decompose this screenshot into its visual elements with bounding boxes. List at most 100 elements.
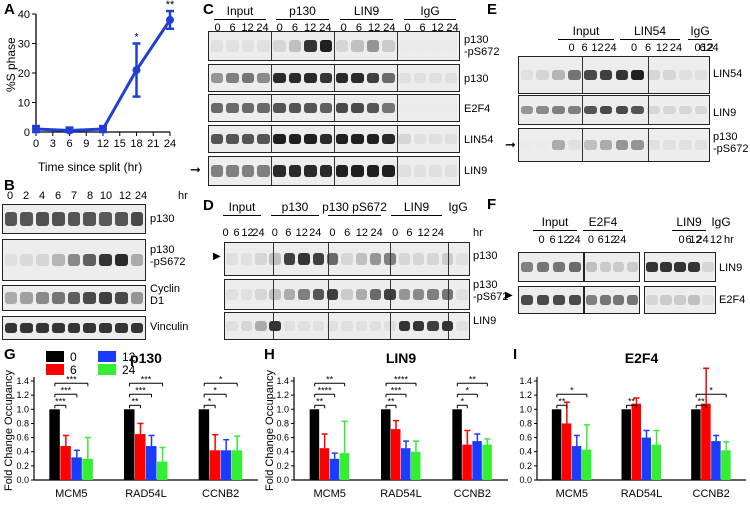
significance-label: *** [135,385,146,395]
band [586,295,598,305]
significance-label: *** [391,385,402,395]
category-label: MCM5 [556,488,588,500]
bar-12 [711,441,721,480]
band [615,105,629,115]
time-label: 0 [694,42,701,54]
time-label: 6 [233,227,240,239]
panel-a-ylabel: %S phase [4,37,18,92]
band [382,72,395,84]
band [240,321,253,331]
band [583,105,597,115]
band-row [519,262,583,272]
band-row [209,72,459,84]
band [269,253,281,265]
row-label: p130 -pS672 [150,244,186,268]
lane-separator [647,129,649,161]
bar-12 [571,446,582,480]
band [257,165,270,177]
band [599,262,611,272]
bar-0 [49,409,60,480]
band [520,69,534,81]
band [226,165,239,177]
panel-label-d: D [203,197,214,214]
significance-label: *** [66,374,77,384]
time-label: 24 [134,190,148,202]
band [441,321,454,331]
chart-g: p130 Fold Change Occupancy 0.0 0.2 0.4 0.6 0.8… [3,350,258,500]
data-point [32,125,40,134]
band [4,254,18,266]
band [398,289,411,300]
x-tick-label: 3 [50,138,56,150]
band [341,253,353,265]
y-tick-label: 30 [18,39,30,51]
lane-separator [397,157,398,185]
bar-12 [472,441,482,480]
band [599,105,613,115]
bar-6 [135,434,146,480]
band-row [585,262,639,272]
band [429,165,442,177]
time-label: 6 [406,227,413,239]
band [312,321,325,331]
band [341,321,353,331]
band [369,321,382,331]
band [626,295,638,305]
band [444,40,458,52]
bar-24 [82,458,93,480]
band [631,69,645,81]
band [335,102,349,114]
group-underline [214,19,266,20]
lane-separator [328,313,330,339]
blot-d-2 [224,312,470,340]
category-label: MCM5 [55,488,87,500]
band [456,321,468,331]
lane-separator [334,65,335,91]
chart-i: E2F4 0.0 0.2 0.4 0.6 0.8 1.0 1.2 1.4 MCM5 RAD54L CC… [519,350,746,500]
y-tick-label: 0.2 [16,461,29,471]
band [366,72,380,84]
lane-separator [334,126,335,152]
band [536,295,550,305]
significance-label: * [461,396,465,406]
blot-c-4 [208,156,460,186]
band [319,72,333,84]
band-row [519,105,709,115]
time-label: 24 [706,42,719,54]
x-tick-label: 15 [114,138,126,150]
significance-label: * [570,385,574,395]
y-tick-label: 0.6 [16,433,29,443]
panel-label-c: C [203,1,214,18]
arrow-f-icon: ▶ [505,290,513,301]
band [615,140,629,150]
band-row [3,212,145,226]
panel-label-b: B [4,177,15,194]
panel-label-a: A [4,1,15,18]
group-label: Input [226,4,254,18]
band [20,292,33,304]
group-label: LIN54 [633,24,667,38]
y-tick-label: 1.4 [16,376,29,386]
band [257,133,270,145]
legend-swatch-12 [98,351,116,362]
band [288,72,302,84]
band [67,322,81,334]
band [241,165,255,177]
blot-e-1 [518,95,710,125]
lane-separator [328,280,330,309]
group-label: E2F4 [588,215,618,229]
band [226,289,238,300]
time-label: 0 [222,227,229,239]
band [226,102,239,114]
band-row [3,322,145,334]
row-label: p130 -pS672 [713,131,749,155]
time-label: 24 [252,227,265,239]
group-underline [271,215,319,216]
y-tick-label: 0.0 [519,475,532,485]
band [520,295,534,305]
band [441,253,454,265]
time-label: 6 [699,42,706,54]
band [427,321,439,331]
band [210,165,224,177]
time-label: 4 [38,190,46,202]
